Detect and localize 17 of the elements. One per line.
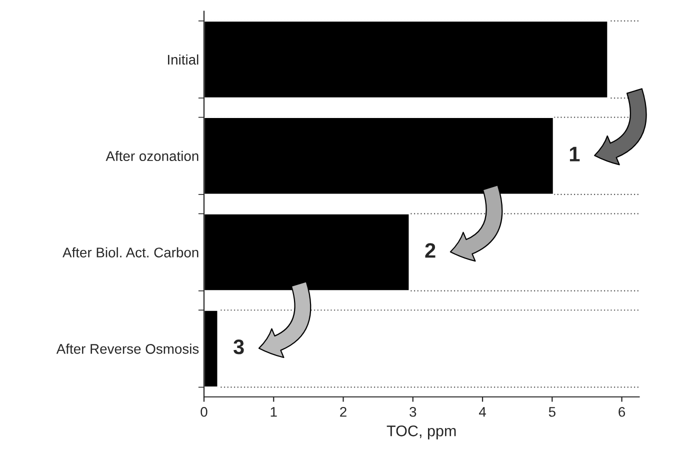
x-tick-label: 5 bbox=[548, 407, 556, 417]
x-tick-label: 1 bbox=[270, 407, 277, 417]
annotation: 2 bbox=[425, 243, 436, 258]
y-tick-label: After Biol. Act. Carbon bbox=[62, 247, 198, 258]
bar bbox=[204, 20, 609, 99]
bar bbox=[204, 309, 219, 388]
annotation: 1 bbox=[570, 146, 580, 162]
y-tick-label: After Reverse Osmosis bbox=[56, 344, 199, 354]
y-tick-label: Initial bbox=[168, 54, 198, 65]
x-tick-label: 4 bbox=[478, 407, 486, 417]
x-tick-label: 6 bbox=[618, 406, 626, 417]
y-tick-label: After ozonation bbox=[106, 150, 198, 162]
x-tick-label: 0 bbox=[200, 406, 208, 417]
annotation: 3 bbox=[234, 340, 244, 354]
x-tick-label: 3 bbox=[410, 406, 416, 417]
x-axis-title: TOC, ppm bbox=[386, 426, 456, 440]
x-tick-label: 2 bbox=[340, 406, 346, 417]
